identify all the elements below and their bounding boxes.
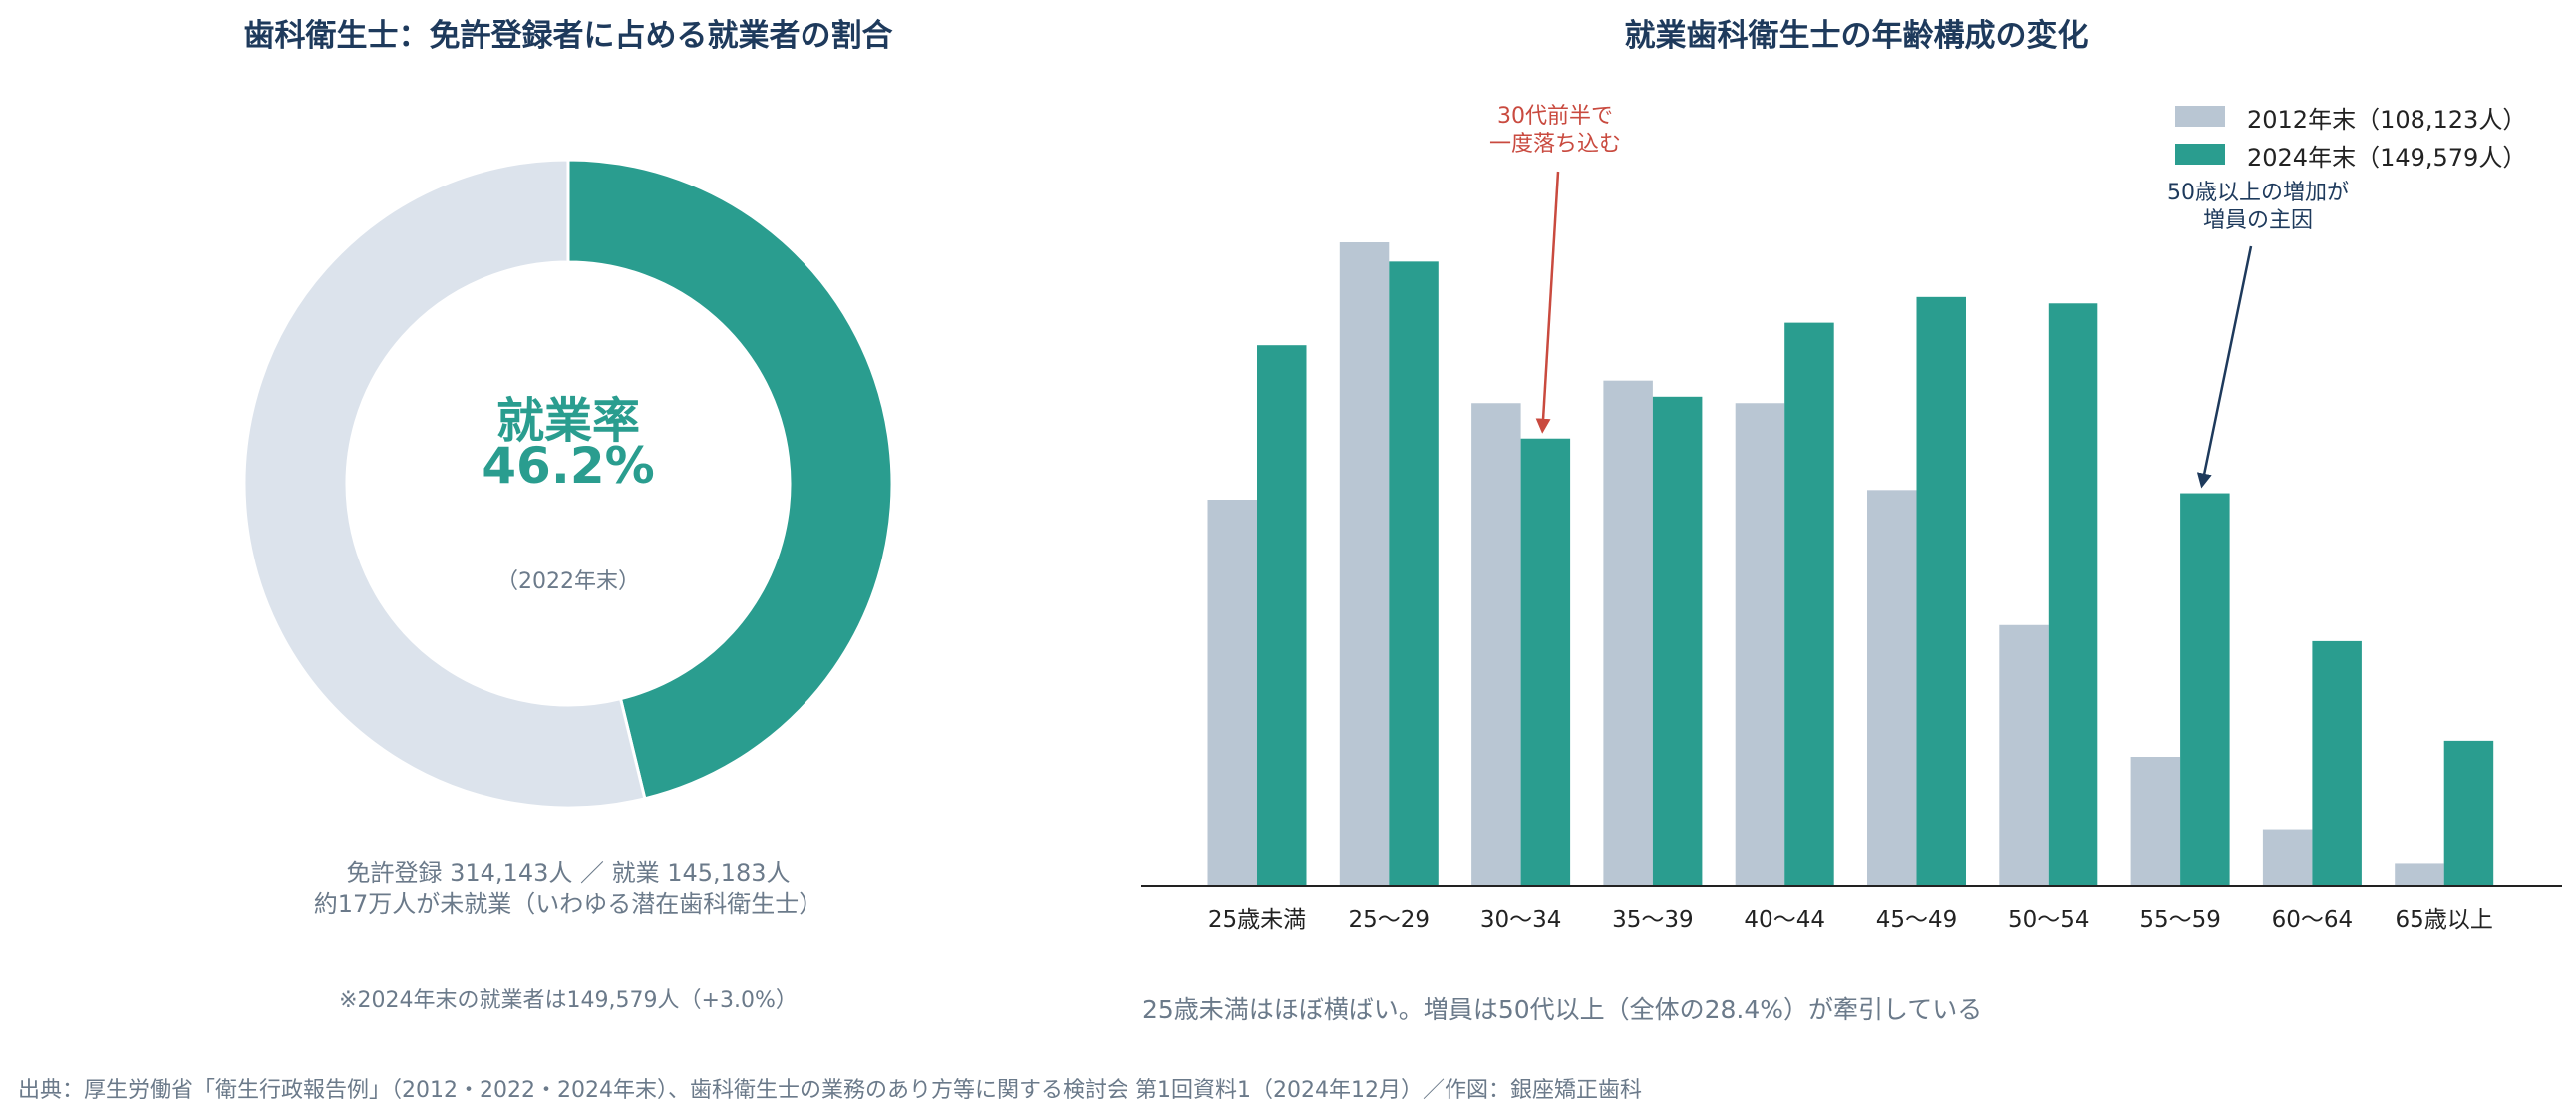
x-tick-label-9: 65歳以上 xyxy=(2396,907,2493,932)
bar-2012-3 xyxy=(1603,380,1653,886)
bar-2012-1 xyxy=(1339,242,1390,886)
bar-2024-0 xyxy=(1257,345,1307,886)
legend-label-2012: 2012年末（108,123人） xyxy=(2247,106,2527,134)
x-tick-label-6: 50〜54 xyxy=(2008,907,2090,932)
legend-label-2024: 2024年末（149,579人） xyxy=(2247,144,2527,172)
x-tick-label-2: 30〜34 xyxy=(1480,907,1562,932)
bar-chart-caption: 25歳未満はほぼ横ばい。増員は50代以上（全体の28.4%）が牽引している xyxy=(1142,995,1983,1024)
x-tick-label-7: 55〜59 xyxy=(2139,907,2221,932)
bar-2024-1 xyxy=(1389,261,1439,887)
x-tick-label-1: 25〜29 xyxy=(1349,907,1431,932)
x-tick-label-3: 35〜39 xyxy=(1612,907,1694,932)
annotation-50plus-growth: 50歳以上の増加が 増員の主因 xyxy=(2138,180,2378,235)
donut-center-value: 46.2% xyxy=(482,437,655,495)
annotation-30s-dip-arrow xyxy=(1535,171,1560,434)
x-tick-label-5: 45〜49 xyxy=(1876,907,1958,932)
annotation-50plus-growth-line-1: 50歳以上の増加が xyxy=(2167,181,2349,205)
legend-swatch-2012 xyxy=(2175,106,2225,127)
x-tick-label-0: 25歳未満 xyxy=(1208,907,1306,932)
bar-2012-8 xyxy=(2262,829,2313,886)
donut-footnote: ※2024年末の就業者は149,579人（+3.0%） xyxy=(339,988,798,1013)
annotation-50plus-growth-line-2: 増員の主因 xyxy=(2202,208,2313,233)
bar-2024-4 xyxy=(1784,322,1834,886)
donut-chart xyxy=(242,158,894,810)
bar-2024-7 xyxy=(2180,493,2230,886)
bar-2012-4 xyxy=(1735,403,1785,886)
bar-chart: 25歳未満 25〜29 30〜34 35〜39 40〜44 45〜49 50〜54 55〜59… xyxy=(1141,171,2562,932)
bar-2024-3 xyxy=(1652,396,1703,886)
bar-2024-5 xyxy=(1916,296,1966,886)
donut-stats-line-2: 約17万人が未就業（いわゆる潜在歯科衛生士） xyxy=(313,890,823,918)
annotation-30s-dip-line-2: 一度落ち込む xyxy=(1488,132,1621,157)
donut-stats-line-1: 免許登録 314,143人 ／ 就業 145,183人 xyxy=(346,859,791,887)
annotation-30s-dip: 30代前半で 一度落ち込む xyxy=(1455,103,1655,159)
donut-chart-title: 歯科衛生士：免許登録者に占める就業者の割合 xyxy=(243,18,893,54)
bar-chart-title: 就業歯科衛生士の年齢構成の変化 xyxy=(1624,18,2089,54)
bar-2024-2 xyxy=(1520,438,1571,886)
donut-slice-unemployed xyxy=(242,158,647,810)
bar-2012-5 xyxy=(1867,490,1917,886)
bar-2012-6 xyxy=(1999,624,2049,886)
x-tick-label-4: 40〜44 xyxy=(1744,907,1825,932)
bar-2012-0 xyxy=(1207,500,1257,886)
annotation-30s-dip-line-1: 30代前半で xyxy=(1497,104,1613,129)
bar-2012-7 xyxy=(2130,757,2181,886)
bar-2024-8 xyxy=(2312,640,2362,886)
legend-swatch-2024 xyxy=(2175,144,2225,165)
bar-2024-9 xyxy=(2443,740,2494,886)
annotation-50plus-growth-arrow xyxy=(2196,245,2253,489)
donut-center-note: （2022年末） xyxy=(496,569,640,594)
donut-center-label: 就業率 xyxy=(495,393,640,449)
bar-2012-2 xyxy=(1471,403,1521,886)
bar-2012-9 xyxy=(2395,863,2444,886)
x-tick-label-8: 60〜64 xyxy=(2272,907,2354,932)
bar-2024-6 xyxy=(2048,303,2098,886)
donut-slice-employed xyxy=(566,158,894,801)
source-note: 出典：厚生労働省「衛生行政報告例」（2012・2022・2024年末）、歯科衛生… xyxy=(18,1078,1642,1103)
